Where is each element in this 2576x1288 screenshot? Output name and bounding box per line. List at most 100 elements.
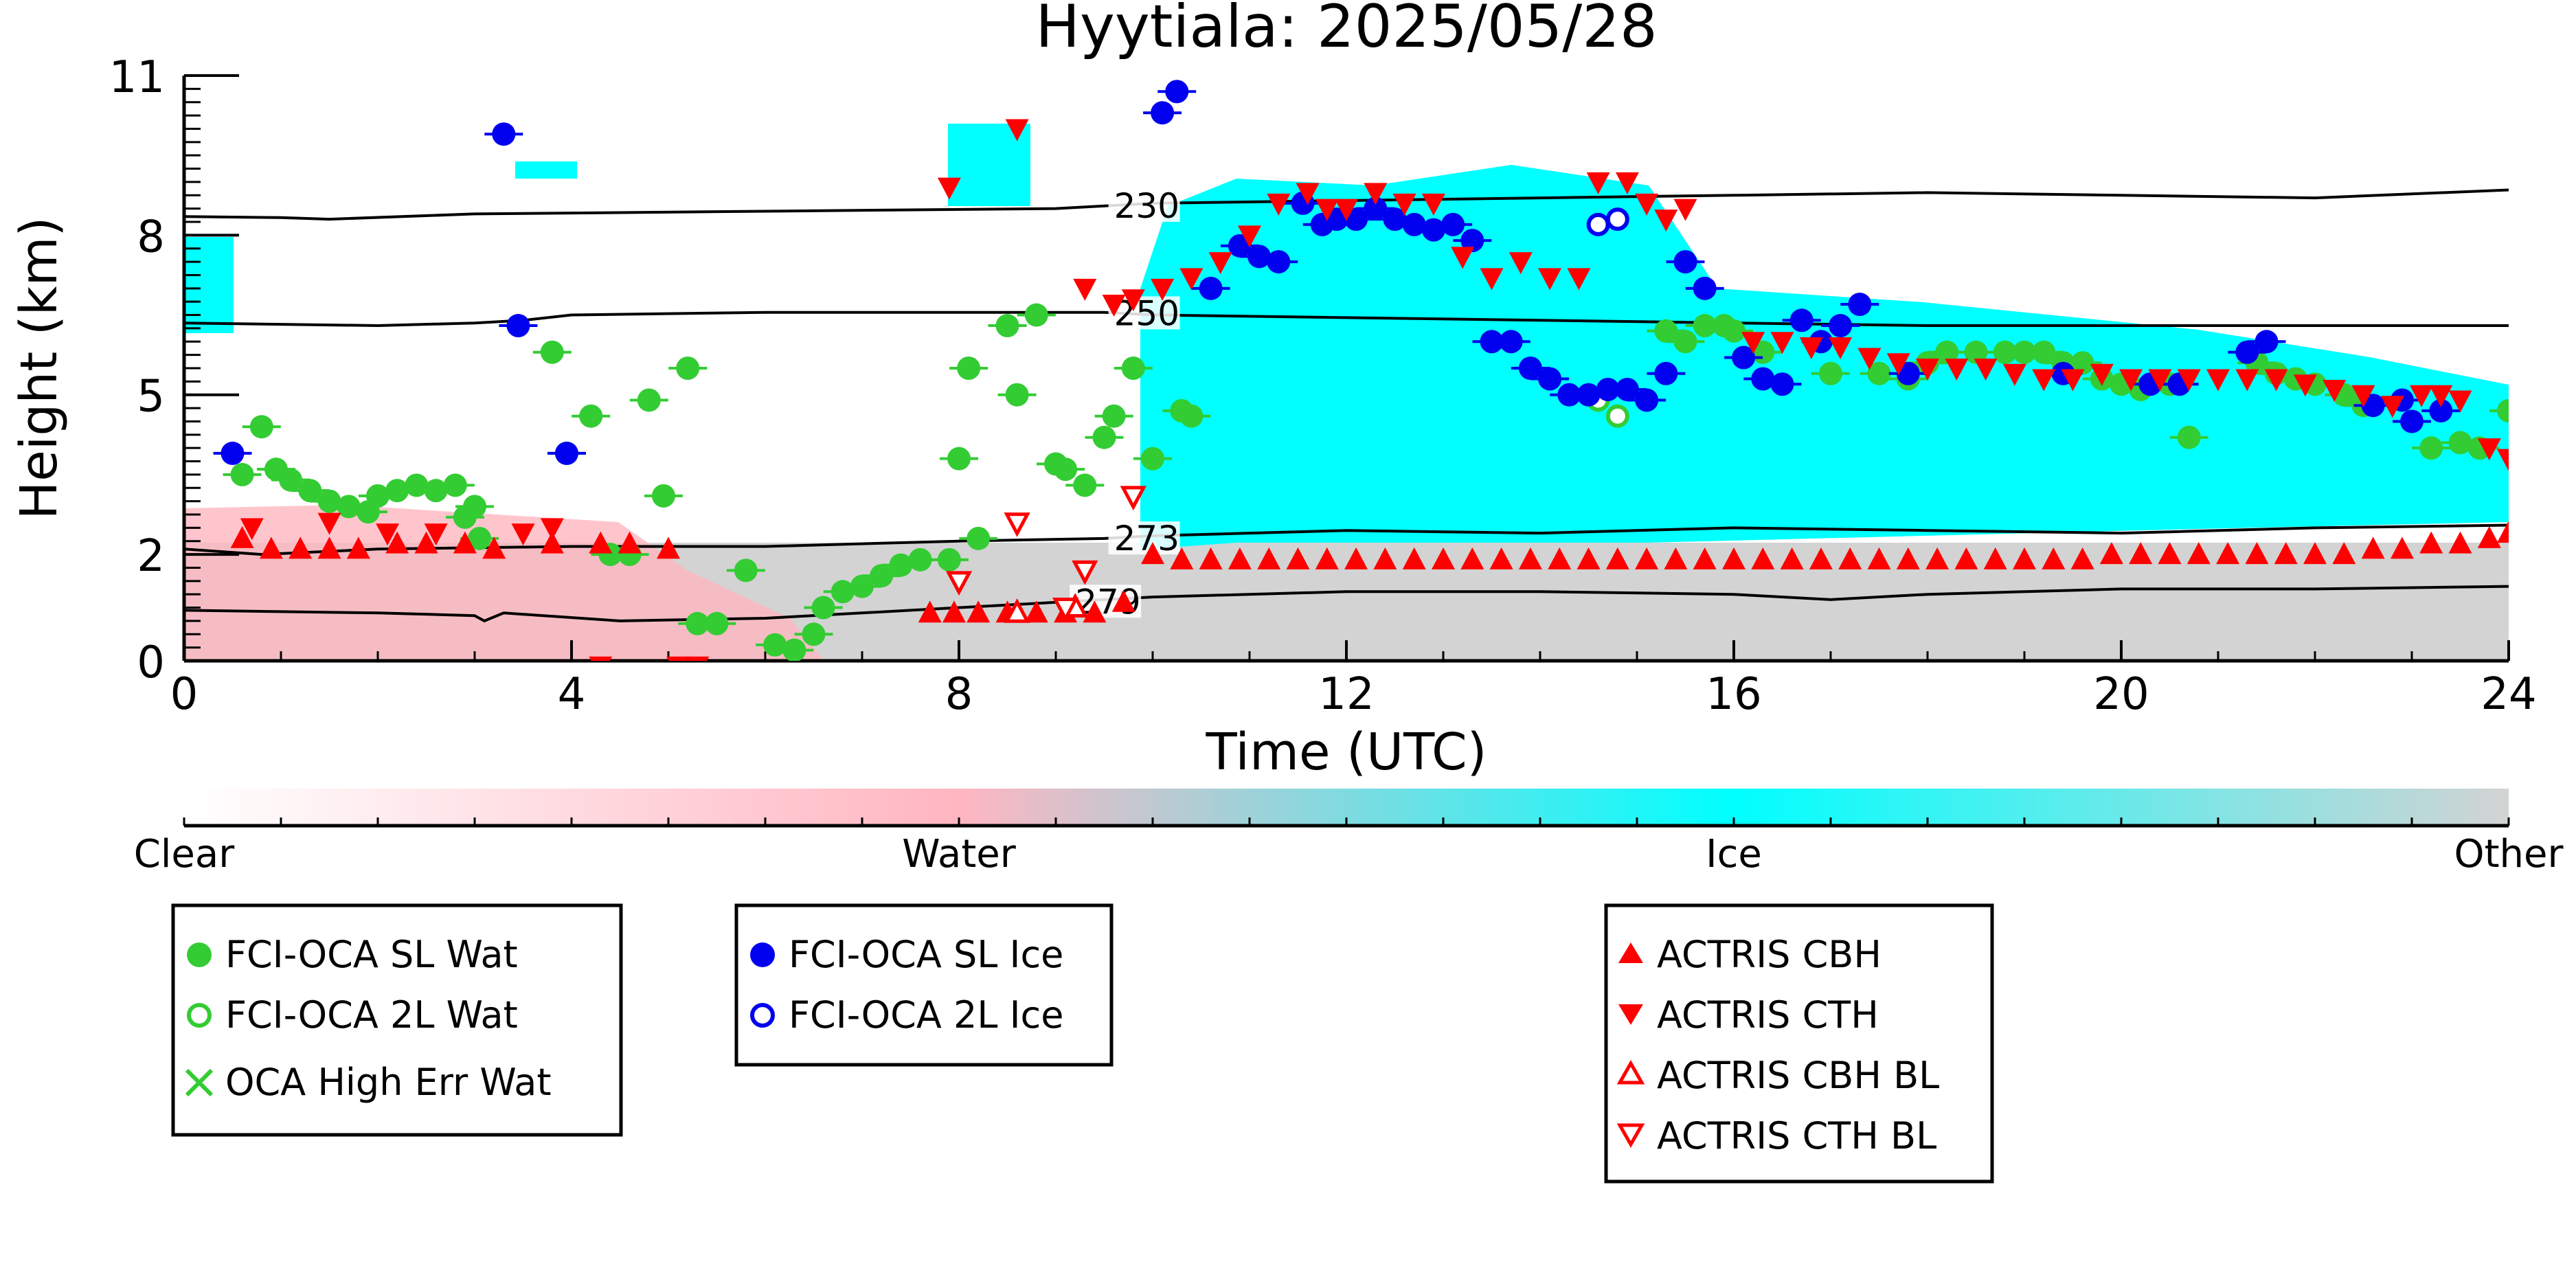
legend-label-oca-sl-ice: FCI-OCA SL Ice <box>789 933 1063 976</box>
fci-oca-sl-ice-point <box>2429 398 2453 422</box>
legend-label-oca-2l-ice: FCI-OCA 2L Ice <box>789 993 1063 1037</box>
actris-cth-point <box>1509 252 1533 275</box>
actris-cbh-point <box>918 600 942 623</box>
actris-cbh-point <box>1780 547 1804 569</box>
isotherm-label: 273 <box>1114 519 1179 558</box>
actris-cbh-point <box>1983 547 2007 569</box>
chart-title: Hyytiala: 2025/05/28 <box>1035 0 1657 61</box>
actris-cth-point <box>1857 348 1882 370</box>
fci-oca-sl-wat-point <box>908 547 932 572</box>
legend-label-oca-high-err: OCA High Err Wat <box>225 1061 552 1104</box>
y-tick-label: 8 <box>137 212 165 262</box>
fci-oca-sl-wat-point <box>463 495 486 519</box>
actris-cth-point <box>1392 193 1416 216</box>
actris-cbh-point <box>540 531 564 554</box>
actris-cbh-point <box>2042 547 2066 569</box>
actris-cbh-point <box>385 531 409 554</box>
ice-patch-left <box>185 237 234 333</box>
fci-oca-sl-ice-point <box>1673 250 1697 274</box>
isotherm-label: 230 <box>1114 186 1179 226</box>
actris-cbh-point <box>1605 547 1629 569</box>
colorbar-label-ice: Ice <box>1706 832 1762 877</box>
actris-cth-point <box>1799 337 1823 360</box>
actris-cbh-point <box>967 600 991 623</box>
fci-oca-sl-wat-point <box>1005 383 1029 407</box>
fci-oca-2l-wat-point <box>1605 404 1629 428</box>
actris-cth-point <box>1974 359 1998 381</box>
actris-cth-point <box>1945 359 1969 381</box>
actris-cth-point <box>1538 268 1562 291</box>
legend-ice: FCI-OCA SL Ice FCI-OCA 2L Ice <box>734 903 1114 1067</box>
fci-oca-sl-wat-point <box>1024 303 1048 327</box>
actris-cbh-point <box>1489 547 1513 569</box>
fci-oca-sl-wat-point <box>1673 330 1697 354</box>
fci-oca-sl-ice-point <box>1499 330 1523 354</box>
actris-cth-point <box>1364 183 1388 205</box>
fci-oca-sl-wat-point <box>802 622 826 646</box>
fci-oca-sl-ice-point <box>1770 372 1794 396</box>
fci-oca-sl-wat-point <box>579 404 603 428</box>
actris-cbh-point <box>2390 536 2414 559</box>
actris-cth-point <box>1267 193 1291 216</box>
fci-oca-sl-ice-point <box>2400 409 2424 433</box>
actris-cbh-point <box>2245 542 2269 565</box>
legend-label-actris-cth: ACTRIS CTH <box>1657 993 1879 1037</box>
actris-cbh-point <box>942 600 966 623</box>
actris-cbh-point <box>1577 547 1601 569</box>
actris-cth-point <box>1315 199 1339 221</box>
actris-cbh-point <box>482 536 506 559</box>
fci-oca-sl-ice-point <box>1518 357 1542 380</box>
fci-oca-sl-wat-point <box>1054 457 1078 482</box>
fci-oca-sl-ice-point <box>506 314 530 338</box>
actris-cbh-point <box>2070 547 2094 569</box>
actris-cth-point <box>1421 193 1445 216</box>
legend-label-actris-cth-bl: ACTRIS CTH BL <box>1657 1114 1936 1157</box>
fci-oca-sl-ice-point <box>1538 367 1562 391</box>
legend-marker-oca-sl-ice <box>750 942 775 967</box>
actris-cth-point <box>1770 332 1794 354</box>
actris-cth-point <box>2497 449 2509 471</box>
x-tick-label: 24 <box>2481 669 2536 720</box>
fci-oca-sl-wat-point <box>443 473 467 497</box>
y-tick-label: 2 <box>137 531 165 582</box>
actris-cbh-point <box>1896 547 1920 569</box>
actris-cth-point <box>2293 374 2317 397</box>
fci-oca-sl-wat-point <box>651 484 675 508</box>
fci-oca-sl-wat-point <box>676 357 700 380</box>
actris-cth-point <box>2177 369 2201 392</box>
actris-cth-point <box>1615 172 1639 194</box>
actris-cbh-point <box>2477 526 2501 548</box>
fci-oca-2l-ice-point <box>1586 212 1610 236</box>
actris-cth-point <box>1916 359 1939 381</box>
actris-cth-point <box>1005 119 1029 142</box>
actris-cth-point <box>1635 193 1659 216</box>
fci-oca-sl-wat-point <box>1179 404 1204 428</box>
fci-oca-sl-ice-point <box>1596 377 1620 401</box>
fci-oca-sl-ice-point <box>1165 80 1189 104</box>
fci-oca-sl-ice-point <box>1829 314 1853 338</box>
fci-oca-sl-ice-point <box>221 441 245 465</box>
ice-patch-top <box>515 161 577 179</box>
fci-oca-sl-wat-point <box>1964 340 1988 364</box>
actris-cth-point <box>1741 332 1765 354</box>
x-tick-label: 12 <box>1318 669 1374 720</box>
colorbar-label-clear: Clear <box>134 832 235 877</box>
actris-cth-point <box>1121 289 1145 312</box>
actris-cbh-point <box>1867 547 1891 569</box>
x-tick-label: 4 <box>558 669 586 720</box>
axes: 0 4 8 12 16 20 24 0 2 5 8 11 <box>109 52 2537 720</box>
legend-box <box>1604 903 1994 1184</box>
actris-cth-point <box>540 518 564 541</box>
actris-cbh-point <box>317 536 341 559</box>
fci-oca-sl-ice-point <box>1199 276 1223 300</box>
fci-oca-sl-wat-point <box>540 340 564 364</box>
legend-marker-oca-sl-wat <box>187 942 212 967</box>
actris-cbh-point <box>1199 547 1223 569</box>
fci-oca-sl-wat-point <box>279 468 303 492</box>
actris-cth-point <box>1480 268 1504 291</box>
fci-oca-sl-wat-point <box>1935 340 1959 364</box>
legend-marker-oca-2l-wat <box>187 1003 212 1028</box>
actris-cth-point <box>2148 369 2172 392</box>
y-tick-label: 11 <box>109 52 165 103</box>
fci-oca-sl-wat-point <box>1993 340 2017 364</box>
